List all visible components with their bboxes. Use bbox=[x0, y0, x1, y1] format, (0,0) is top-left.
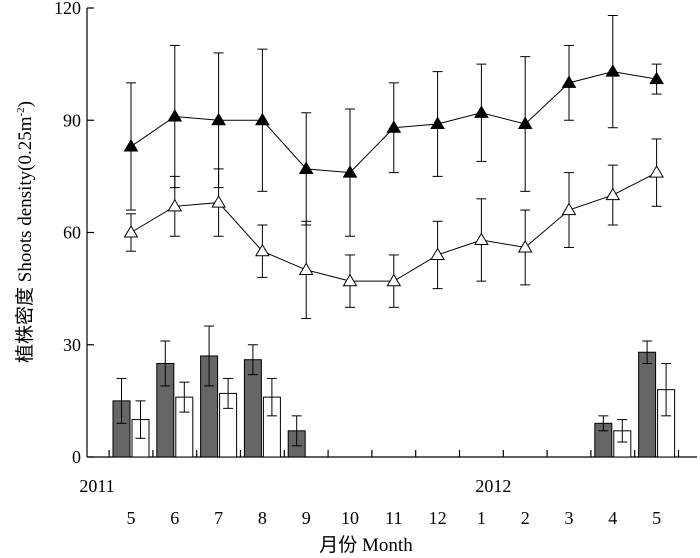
x-tick-label: 1 bbox=[477, 508, 486, 528]
open-triangle-line-point bbox=[211, 195, 226, 208]
y-axis-title-close: ) bbox=[15, 101, 36, 107]
error-bar bbox=[598, 415, 609, 432]
filled-triangle-line-point bbox=[430, 116, 445, 130]
y-tick-label: 30 bbox=[63, 335, 81, 355]
filled-triangle-line-point bbox=[211, 112, 226, 126]
year-label: 2012 bbox=[475, 476, 511, 496]
y-axis-ticks: 0 30 60 90 120 bbox=[54, 0, 94, 467]
plot-frame bbox=[86, 8, 697, 458]
x-tick-label: 3 bbox=[565, 508, 574, 528]
error-bar bbox=[204, 325, 215, 387]
open-triangle-line bbox=[123, 138, 664, 320]
filled-triangle-line-point bbox=[386, 120, 402, 133]
x-tick-label: 11 bbox=[385, 508, 402, 528]
x-tick-label: 6 bbox=[170, 508, 179, 528]
open-triangle-line-point bbox=[649, 165, 664, 178]
filled-triangle-line-point bbox=[298, 161, 314, 174]
open-triangle-line-point bbox=[167, 198, 183, 212]
error-bar bbox=[642, 340, 653, 364]
x-tick-label: 8 bbox=[258, 508, 267, 528]
filled-triangle-line-point bbox=[474, 105, 489, 118]
error-bar bbox=[247, 344, 258, 376]
filled-triangle-line-point bbox=[342, 165, 358, 178]
open-triangle-line-point bbox=[605, 187, 621, 201]
x-tick-label: 2 bbox=[521, 508, 530, 528]
open-triangle-line-point bbox=[255, 243, 270, 257]
error-bar bbox=[223, 377, 234, 409]
y-tick-label: 60 bbox=[63, 223, 81, 243]
open-triangle-line-point bbox=[123, 225, 139, 238]
filled-triangle-line-point bbox=[123, 138, 139, 152]
x-axis-title: 月份 Month bbox=[319, 534, 413, 556]
open-triangle-line-point bbox=[298, 262, 314, 275]
y-tick-label: 120 bbox=[54, 0, 81, 18]
x-tick-label: 7 bbox=[214, 508, 223, 528]
filled-triangle-line-point bbox=[561, 75, 577, 88]
x-tick-label: 12 bbox=[429, 508, 447, 528]
error-bar bbox=[661, 362, 672, 417]
dark-bars-bar bbox=[638, 351, 657, 458]
error-bar bbox=[135, 400, 146, 439]
x-tick-label: 5 bbox=[127, 508, 136, 528]
open-triangle-line-point bbox=[474, 232, 489, 246]
y-tick-label: 90 bbox=[63, 110, 81, 130]
error-bar bbox=[179, 381, 190, 413]
y-tick-label: 0 bbox=[72, 447, 81, 467]
x-tick-label: 10 bbox=[341, 508, 359, 528]
open-triangle-line-point bbox=[517, 239, 533, 253]
x-tick-label: 4 bbox=[608, 508, 617, 528]
filled-triangle-line-point bbox=[167, 109, 183, 122]
filled-triangle-line bbox=[123, 14, 664, 237]
open-triangle-line-point bbox=[342, 273, 358, 287]
error-bar bbox=[116, 377, 127, 424]
error-bar bbox=[160, 340, 171, 387]
y-axis-title-superscript: -2 bbox=[15, 107, 27, 116]
filled-triangle-line-point bbox=[605, 64, 621, 77]
filled-triangle-line-point bbox=[255, 112, 270, 126]
error-bar bbox=[617, 419, 628, 443]
line-series bbox=[123, 14, 664, 320]
open-triangle-line-point bbox=[561, 202, 577, 216]
year-label: 2011 bbox=[79, 476, 114, 496]
error-bar bbox=[266, 377, 277, 417]
error-bar bbox=[291, 415, 302, 447]
y-axis-title-main: 植株密度 Shoots density(0.25m bbox=[14, 116, 36, 363]
open-triangle-line-point bbox=[386, 273, 402, 287]
filled-triangle-line-point bbox=[517, 116, 533, 130]
x-tick-label: 9 bbox=[302, 508, 311, 528]
y-axis-title: 植株密度 Shoots density(0.25m-2) bbox=[14, 101, 36, 363]
open-triangle-line-point bbox=[430, 247, 445, 260]
bar-series bbox=[112, 325, 676, 458]
filled-triangle-line-point bbox=[649, 71, 664, 85]
x-tick-label: 5 bbox=[652, 508, 661, 528]
